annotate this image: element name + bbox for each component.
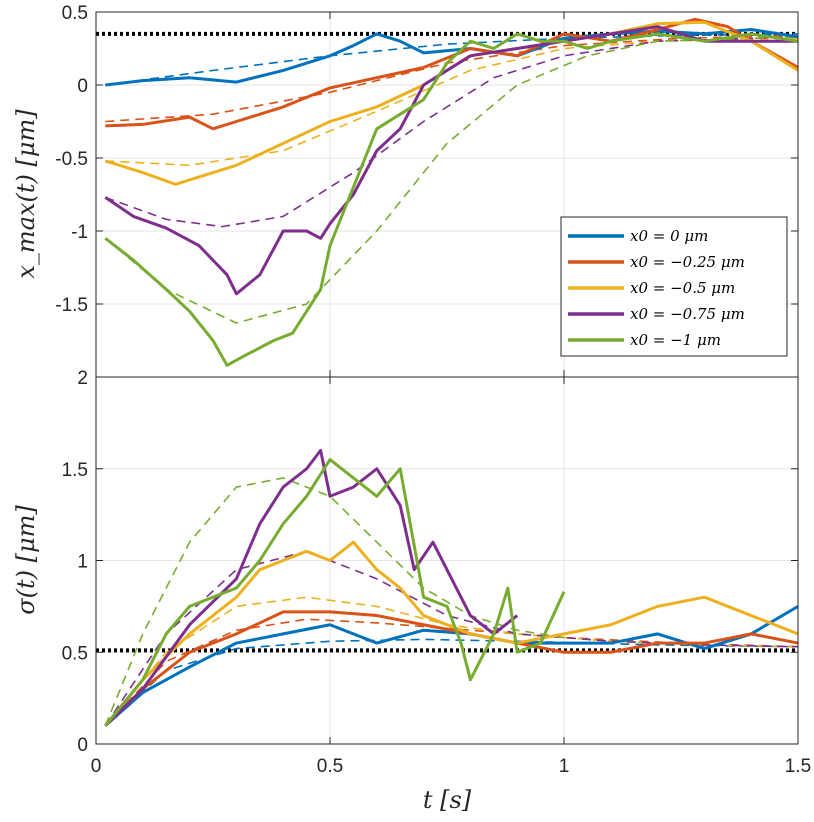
- x-tick-label: 1: [559, 756, 570, 777]
- bottom-y-ticks: 0 0.5 1 1.5 2: [62, 368, 798, 756]
- legend-entry-label: x0 = −0.75 μm: [630, 305, 745, 323]
- series-line-1: [105, 17, 799, 131]
- y-tick-label: -1.5: [55, 295, 88, 316]
- series-line-0: [104, 605, 799, 727]
- top-panel: 0.5 0 -0.5 -1 -1.5 x_max(t) [μm]: [12, 3, 799, 378]
- top-series: [104, 17, 799, 367]
- series-line-4: [104, 458, 566, 727]
- top-y-ticks: 0.5 0 -0.5 -1 -1.5: [55, 3, 798, 316]
- legend-entry-label: x0 = −1 μm: [630, 331, 721, 349]
- series-line-1: [104, 610, 799, 727]
- y-tick-label: 0.5: [62, 643, 88, 664]
- x-tick-label: 0.5: [317, 756, 343, 777]
- x-tick-label: 1.5: [785, 756, 811, 777]
- y-tick-label: -0.5: [55, 149, 88, 170]
- bottom-x-ticks: 0 0.5 1 1.5: [91, 12, 811, 777]
- legend-entry-label: x0 = −0.25 μm: [630, 253, 745, 271]
- x-tick-label: 0: [91, 756, 102, 777]
- series-line-3: [104, 25, 798, 296]
- y-tick-label: 0: [77, 735, 88, 756]
- x-axis-label: t [s]: [423, 786, 472, 814]
- top-y-axis-label: x_max(t) [μm]: [12, 109, 40, 279]
- fit-curve-4: [104, 36, 799, 324]
- fit-curve-3: [105, 36, 799, 228]
- series-line-2: [104, 540, 799, 727]
- bottom-series: [104, 448, 799, 727]
- legend-entries: x0 = 0 μm x0 = −0.25 μm x0 = −0.5 μm x0 = −…: [568, 227, 745, 349]
- fit-curve-2: [105, 37, 799, 167]
- y-tick-label: 2: [77, 368, 88, 389]
- fit-curve-4: [104, 477, 565, 726]
- y-tick-label: -1: [71, 222, 88, 243]
- legend: x0 = 0 μm x0 = −0.25 μm x0 = −0.5 μm x0 = −…: [560, 216, 788, 357]
- y-tick-label: 0: [77, 76, 88, 97]
- y-tick-label: 0.5: [62, 3, 88, 24]
- y-tick-label: 1: [77, 552, 88, 573]
- series-line-4: [104, 32, 799, 367]
- bottom-panel: 0 0.5 1 1.5 2 0 0.5 1 1.5 σ(t) [μm] t [s]: [12, 12, 811, 814]
- fit-curve-1: [104, 618, 799, 727]
- legend-entry-label: x0 = −0.5 μm: [630, 279, 735, 297]
- series-line-0: [105, 28, 799, 87]
- y-tick-label: 1.5: [62, 460, 88, 481]
- fit-curve-0: [104, 638, 799, 727]
- legend-entry-label: x0 = 0 μm: [630, 227, 708, 245]
- bottom-y-axis-label: σ(t) [μm]: [12, 505, 40, 615]
